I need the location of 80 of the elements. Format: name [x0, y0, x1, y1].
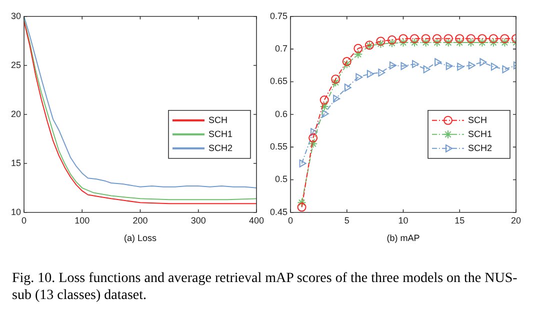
- y-tick-label: 15: [10, 158, 22, 168]
- x-axis-title: (b) mAP: [386, 233, 420, 244]
- point: [421, 34, 430, 44]
- point: [421, 38, 430, 48]
- y-tick-label: 0.45: [270, 206, 288, 217]
- point: [344, 84, 352, 92]
- y-tick-label: 25: [10, 60, 22, 70]
- y-tick-label: 20: [10, 108, 22, 119]
- point: [455, 34, 464, 44]
- point: [333, 94, 340, 103]
- legend-label: SCH2: [208, 142, 233, 153]
- legend-label: SCH: [468, 114, 488, 125]
- x-tick-label: 0: [22, 215, 27, 226]
- point: [423, 65, 430, 74]
- x-tick-label: 0: [288, 215, 294, 226]
- x-tick-label: 5: [344, 215, 350, 226]
- y-tick-label: 0.6: [275, 108, 288, 119]
- point: [410, 34, 420, 44]
- point: [331, 78, 340, 87]
- point: [320, 102, 329, 112]
- point: [322, 110, 329, 118]
- point: [490, 62, 498, 71]
- point: [366, 70, 374, 78]
- point: [457, 62, 464, 71]
- point: [446, 62, 453, 70]
- point: [376, 39, 386, 48]
- y-tick-label: 10: [10, 206, 22, 217]
- point: [432, 38, 442, 48]
- point: [468, 61, 476, 70]
- point: [478, 34, 487, 44]
- point: [331, 74, 340, 84]
- x-tick-label: 20: [510, 215, 522, 226]
- y-tick-label: 0.75: [270, 10, 288, 21]
- point: [387, 38, 396, 48]
- point: [308, 139, 318, 148]
- point: [354, 44, 363, 53]
- y-tick-label: 0.7: [275, 44, 288, 54]
- y-tick-label: 0.55: [270, 142, 288, 152]
- point: [410, 38, 420, 48]
- point: [398, 34, 408, 44]
- point: [342, 56, 352, 66]
- point: [356, 73, 363, 82]
- x-tick-label: 400: [248, 215, 264, 226]
- point: [500, 34, 510, 44]
- caption: Fig. 10. Loss functions and average retrieval mAP scores of the three models on the NUS-sub (13 classes) dataset.: [11, 270, 518, 304]
- point: [376, 36, 386, 46]
- point: [400, 62, 408, 70]
- point: [310, 128, 318, 136]
- point: [297, 202, 306, 212]
- point: [299, 159, 306, 168]
- x-tick-label: 10: [398, 215, 408, 226]
- point: [308, 133, 318, 142]
- point: [387, 35, 396, 44]
- point: [432, 34, 442, 44]
- x-tick-label: 200: [132, 215, 148, 226]
- legend-label: SCH: [208, 114, 228, 125]
- point: [297, 198, 306, 208]
- point: [466, 34, 476, 44]
- y-tick-label: 0.65: [270, 76, 288, 86]
- point: [500, 38, 510, 48]
- legend-label: SCH1: [208, 128, 233, 139]
- point: [444, 34, 453, 44]
- point: [354, 50, 363, 59]
- point: [502, 65, 510, 74]
- point: [320, 96, 329, 105]
- x-tick-label: 15: [454, 215, 465, 226]
- x-axis-title: (a) Loss: [124, 233, 158, 244]
- point: [434, 58, 442, 66]
- legend-label: SCH1: [468, 128, 492, 139]
- legend-label: SCH2: [468, 142, 492, 153]
- point: [488, 34, 498, 44]
- x-tick-label: 300: [190, 215, 206, 226]
- point: [342, 60, 352, 69]
- point: [389, 61, 396, 70]
- y-tick-label: 30: [10, 10, 22, 21]
- point: [412, 60, 420, 68]
- y-tick-label: 0.5: [275, 174, 288, 184]
- point: [480, 58, 487, 66]
- x-tick-label: 100: [74, 215, 90, 226]
- point: [378, 68, 386, 77]
